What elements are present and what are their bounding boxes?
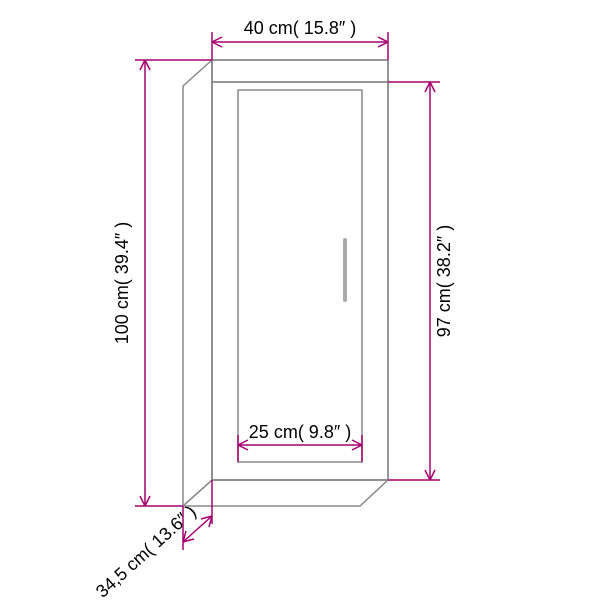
dimension-diagram: 40 cm( 15.8″ ) 100 cm( 39.4″ ) 97 cm( 38… [0, 0, 600, 600]
dim-height-left-label: 100 cm( 39.4″ ) [112, 222, 132, 344]
dim-width-top: 40 cm( 15.8″ ) [212, 18, 388, 60]
dim-height-left: 100 cm( 39.4″ ) [112, 60, 212, 506]
dim-depth-label: 34,5 cm( 13.6″ ) [92, 501, 200, 600]
dim-width-top-label: 40 cm( 15.8″ ) [244, 18, 356, 38]
dim-door-width-label: 25 cm( 9.8″ ) [249, 422, 351, 442]
dim-door-width: 25 cm( 9.8″ ) [238, 422, 362, 462]
dim-depth: 34,5 cm( 13.6″ ) [92, 480, 212, 600]
dim-height-right-label: 97 cm( 38.2″ ) [434, 225, 454, 337]
dim-height-right: 97 cm( 38.2″ ) [388, 82, 454, 480]
